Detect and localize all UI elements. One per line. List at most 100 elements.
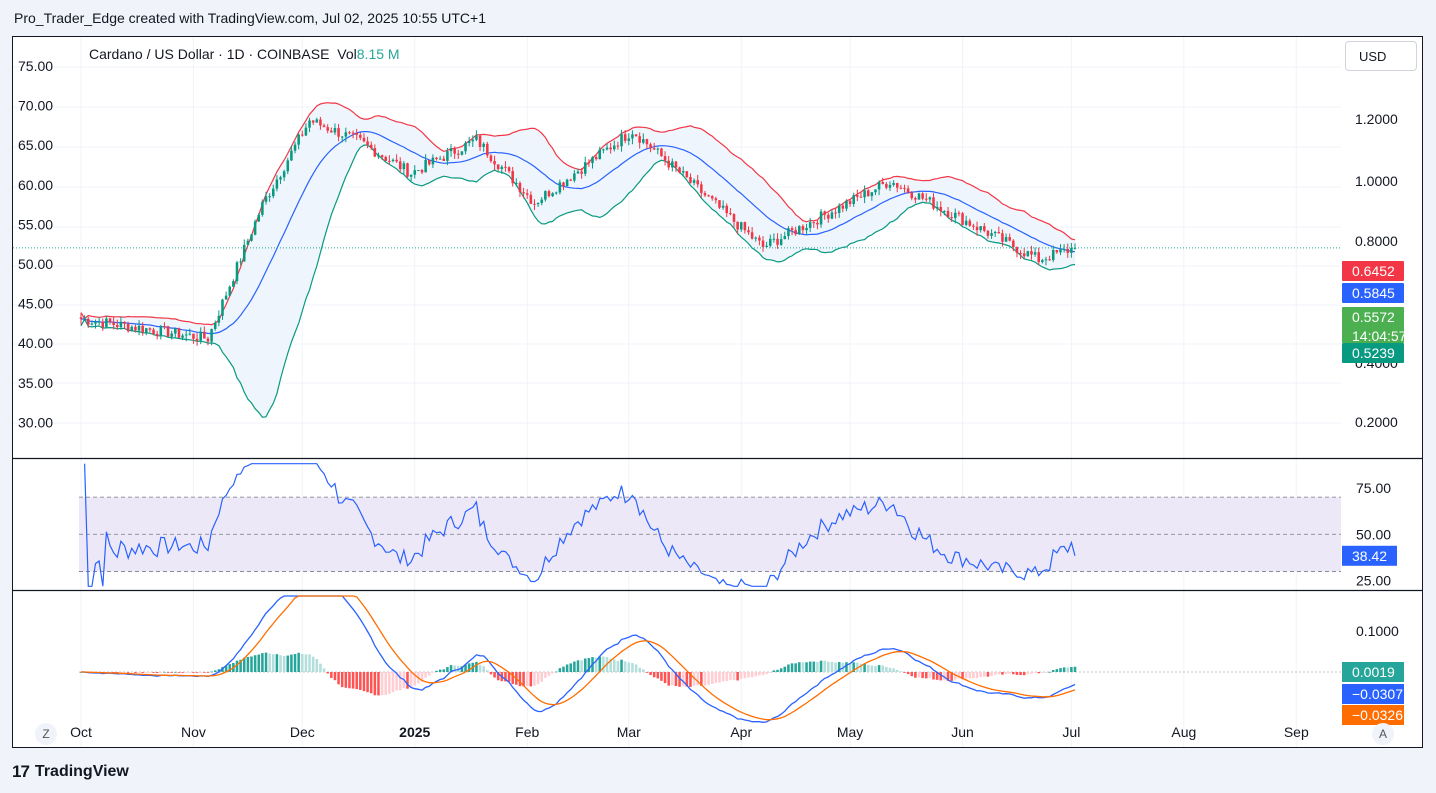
macd-histogram-bar	[395, 672, 398, 691]
candle-body	[297, 134, 300, 145]
macd-histogram-bar	[348, 672, 351, 689]
macd-histogram-bar	[1012, 672, 1015, 675]
macd-histogram-bar	[634, 664, 638, 672]
rsi-line	[84, 463, 1076, 587]
macd-histogram-bar	[1033, 672, 1037, 673]
macd-histogram-bar	[1066, 667, 1070, 672]
candle-body	[591, 157, 594, 164]
auto-scale-button[interactable]: A	[1372, 723, 1394, 745]
time-axis-tick: Aug	[1171, 724, 1196, 740]
macd-histogram-bar	[496, 672, 500, 681]
macd-histogram-bar	[758, 672, 761, 676]
candle-body	[954, 212, 957, 218]
chart-canvas[interactable]: 75.00 70.00 65.00 60.00 55.00 50.00 45.00 40.00…	[13, 37, 1422, 747]
candle-body	[703, 193, 707, 196]
macd-histogram-bar	[613, 659, 616, 672]
candle-body	[678, 167, 681, 173]
macd-histogram-bar	[489, 672, 493, 675]
candle-body	[192, 333, 195, 339]
candle-body	[359, 134, 362, 138]
macd-histogram-bar	[623, 661, 627, 672]
chart-frame[interactable]: 75.00 70.00 65.00 60.00 55.00 50.00 45.00 40.00…	[12, 36, 1423, 748]
macd-histogram-bar	[126, 672, 130, 673]
candle-body	[790, 228, 794, 231]
macd-histogram-bar	[816, 662, 819, 672]
macd-histogram-bar	[435, 670, 438, 672]
macd-histogram-bar	[583, 658, 587, 672]
right-axis-tick: 0.8000	[1355, 233, 1398, 249]
candle-body	[380, 155, 384, 158]
candle-body	[188, 333, 192, 335]
candle-body	[620, 134, 623, 147]
candle-body	[108, 318, 112, 323]
footer-brand[interactable]: 17 TradingView	[12, 760, 129, 784]
macd-histogram-bar	[311, 656, 315, 672]
chart-title: Pro_Trader_Edge created with TradingView…	[14, 10, 486, 26]
candle-body	[177, 328, 181, 338]
macd-histogram-bar	[801, 662, 805, 672]
candle-body	[126, 323, 130, 332]
zoom-button[interactable]: Z	[35, 723, 57, 745]
candle-body	[224, 295, 228, 300]
macd-histogram-bar	[932, 672, 935, 680]
candle-body	[598, 149, 602, 160]
candle-body	[892, 183, 895, 185]
macd-histogram-bar	[943, 672, 946, 681]
candle-body	[747, 230, 750, 233]
candle-body	[772, 238, 776, 240]
candle-body	[990, 233, 993, 236]
candle-body	[914, 198, 917, 200]
macd-histogram-bar	[964, 672, 968, 679]
candle-body	[500, 166, 504, 170]
macd-histogram-bar	[184, 672, 188, 673]
left-axis-tick: 30.00	[18, 414, 53, 430]
candle-body	[739, 222, 743, 230]
candle-body	[311, 120, 315, 123]
macd-histogram-bar	[322, 668, 326, 672]
macd-histogram-bar	[718, 672, 721, 683]
macd-histogram-bar	[620, 659, 623, 672]
macd-histogram-bar	[761, 672, 765, 676]
macd-histogram-bar	[340, 672, 344, 688]
candle-body	[979, 226, 982, 231]
candle-body	[446, 151, 449, 161]
candle-body	[460, 151, 464, 155]
macd-histogram-bar	[743, 672, 747, 679]
macd-histogram-bar	[790, 663, 794, 672]
macd-histogram-bar	[130, 672, 134, 673]
macd-histogram-bar	[652, 672, 656, 678]
macd-histogram-bar	[975, 672, 979, 679]
candle-body	[743, 222, 747, 231]
macd-histogram-bar	[1062, 667, 1066, 672]
candle-body	[613, 145, 616, 150]
candle-body	[656, 148, 660, 150]
macd-histogram-bar	[460, 666, 464, 672]
candle-body	[972, 225, 975, 227]
candle-body	[493, 161, 496, 165]
macd-histogram-bar	[954, 672, 957, 680]
macd-histogram-bar	[333, 672, 337, 681]
macd-histogram-bar	[565, 664, 569, 672]
candle-body	[315, 119, 319, 123]
macd-histogram-bar	[700, 672, 703, 686]
candle-body	[681, 171, 685, 173]
candle-body	[424, 159, 427, 173]
candle-body	[827, 214, 830, 219]
candle-body	[97, 321, 101, 323]
candle-body	[671, 161, 674, 168]
candle-body	[337, 128, 340, 137]
candle-body	[761, 240, 765, 248]
macd-histogram-bar	[315, 659, 319, 672]
macd-histogram-bar	[141, 672, 144, 673]
macd-histogram-bar	[409, 672, 413, 688]
currency-button[interactable]: USD	[1345, 41, 1417, 71]
candle-body	[206, 338, 210, 342]
macd-histogram-bar	[808, 661, 812, 672]
macd-histogram-bar	[330, 672, 333, 678]
macd-histogram-bar	[319, 663, 322, 672]
candle-body	[649, 144, 652, 149]
candle-body	[228, 286, 232, 296]
macd-histogram-bar	[170, 672, 173, 673]
candle-body	[101, 321, 105, 328]
candle-body	[888, 184, 892, 188]
